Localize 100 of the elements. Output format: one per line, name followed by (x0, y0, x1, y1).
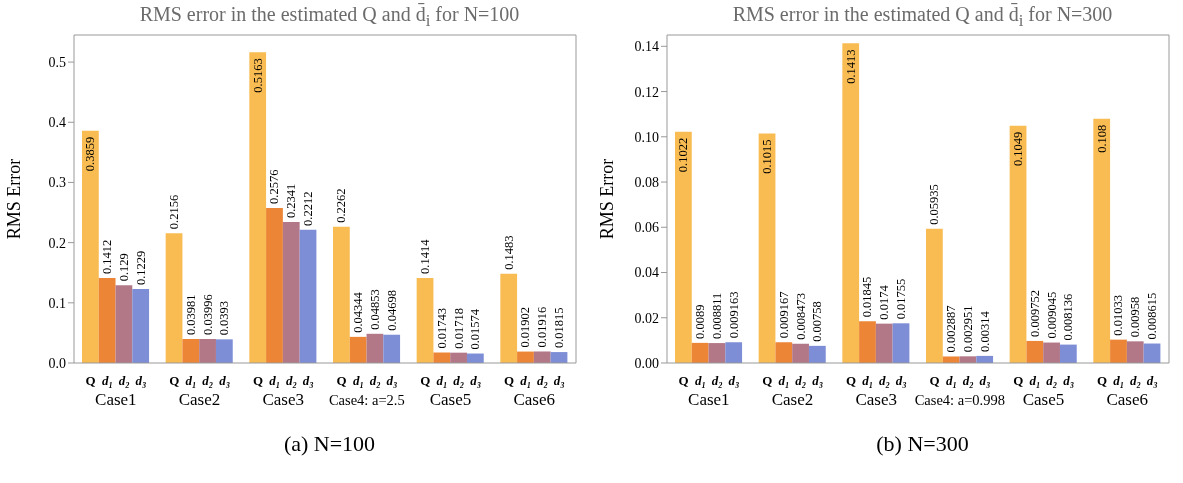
y-tick-label: 0.3 (48, 175, 66, 191)
y-tick-label: 0.2 (48, 235, 66, 251)
y-tick-label: 0.00 (634, 355, 659, 371)
bar (775, 342, 793, 363)
data-label: 0.04853 (367, 289, 382, 330)
y-tick-label: 0.5 (48, 55, 66, 71)
x-tick-label: Case1 (95, 390, 137, 409)
bar (282, 222, 300, 363)
text: Q (1096, 373, 1108, 388)
bar (842, 43, 860, 363)
bar (691, 342, 709, 363)
text: (a) N=100 (282, 431, 377, 457)
bar (859, 321, 876, 363)
text: d₂ (202, 373, 214, 388)
y-tick-label: 0.08 (634, 175, 659, 190)
bar (675, 131, 692, 363)
x-tick-label: Case2 (178, 390, 221, 409)
series-label: d₂ (118, 373, 130, 388)
text: d₁ (1113, 373, 1125, 388)
text: d₃ (979, 373, 991, 388)
text: Q (336, 373, 347, 388)
bar (98, 278, 116, 363)
data-label: 0.2576 (267, 169, 282, 204)
bar (215, 339, 233, 363)
data-label: 0.0393 (217, 300, 232, 336)
text: d₁ (269, 373, 281, 388)
data-label: 0.002887 (944, 305, 959, 353)
data-label: 0.008136 (1061, 293, 1076, 341)
text: d₂ (1130, 373, 1142, 388)
bar (199, 338, 216, 363)
bar (416, 277, 434, 363)
y-axis-title: RMS Error (4, 158, 25, 240)
text: d₃ (1146, 373, 1158, 388)
data-label: 0.01033 (1111, 295, 1126, 336)
data-label: 0.1483 (501, 235, 516, 270)
data-label: 0.3859 (83, 136, 98, 172)
bar (1026, 340, 1044, 363)
data-label: 0.1049 (1011, 131, 1026, 167)
text: d₂ (453, 373, 465, 388)
x-tick-label: Case3 (855, 390, 897, 409)
bar (533, 351, 551, 363)
y-tick-label: 0.1 (48, 295, 66, 311)
data-label: 0.01574 (468, 308, 483, 350)
text: d₁ (862, 373, 874, 388)
text: Q (169, 373, 180, 388)
text: d₃ (553, 373, 565, 388)
text: d₂ (879, 373, 891, 388)
x-tick-label: Case3 (262, 390, 304, 409)
text: Q (1013, 373, 1024, 388)
data-label: 0.00314 (977, 310, 992, 352)
data-label: 0.008811 (709, 292, 724, 340)
bar (942, 356, 960, 363)
data-label: 0.01902 (518, 306, 533, 348)
data-label: 0.04344 (351, 291, 366, 333)
data-label: 0.01916 (535, 306, 550, 348)
data-label: 0.2262 (334, 188, 349, 223)
y-axis-title: RMS Error (597, 158, 618, 240)
bar (266, 207, 283, 363)
x-tick-label: Case4: a=0.998 (914, 392, 1005, 408)
data-label: 0.01755 (894, 278, 909, 320)
bar (892, 323, 910, 363)
bar (875, 323, 893, 363)
data-label: 0.00958 (1128, 296, 1143, 338)
y-tick-label: 0.0 (48, 355, 66, 371)
bar (165, 233, 183, 363)
text: d₁ (778, 373, 790, 388)
data-label: 0.0174 (877, 284, 892, 320)
data-label: 0.008473 (793, 292, 808, 340)
text: Q (420, 373, 431, 388)
data-label: 0.108 (1094, 124, 1109, 153)
y-tick-label: 0.14 (634, 39, 659, 55)
series-label: d₃ (135, 373, 147, 388)
text: d₁ (1029, 373, 1041, 388)
bar (808, 345, 826, 363)
x-tick-label: Case5 (429, 390, 472, 409)
x-tick-label: Case1 (688, 390, 730, 409)
data-label: 0.1412 (100, 239, 115, 275)
data-label: 0.01815 (552, 307, 567, 349)
series-label: Q (678, 373, 689, 388)
text: d₂ (962, 373, 974, 388)
bar (1059, 344, 1077, 363)
y-tick-label: 0.10 (634, 129, 659, 145)
bar (82, 130, 99, 363)
data-label: 0.2156 (167, 194, 182, 230)
bar (383, 334, 401, 363)
data-label: 0.03981 (183, 294, 198, 336)
data-label: 0.1413 (843, 49, 858, 84)
data-label: 0.1015 (760, 139, 775, 174)
bar (500, 273, 518, 363)
data-label: 0.5163 (250, 58, 265, 93)
data-label: 0.00758 (810, 301, 825, 342)
text: d₃ (386, 373, 398, 388)
data-label: 0.04698 (384, 290, 399, 331)
bar (758, 133, 776, 363)
data-label: 0.008615 (1145, 292, 1160, 340)
bar (366, 333, 384, 363)
text: Q (503, 373, 515, 388)
text: d₁ (352, 373, 364, 388)
data-label: 0.1229 (133, 250, 148, 286)
text: Q (845, 373, 857, 388)
